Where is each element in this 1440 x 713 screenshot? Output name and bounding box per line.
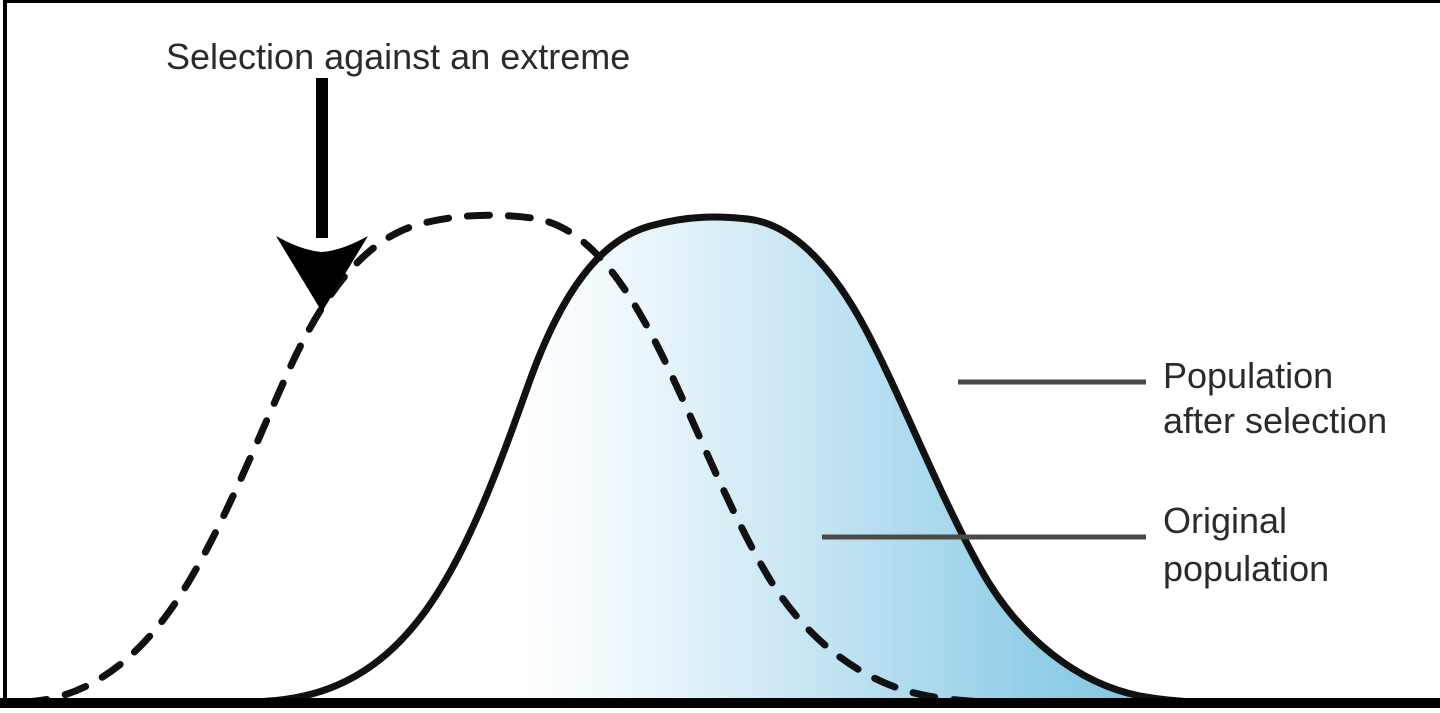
selection-arrow	[276, 78, 368, 312]
baseline-axis	[0, 698, 1440, 708]
population-after-selection-curve	[241, 213, 1269, 706]
selection-arrow-head	[276, 236, 368, 312]
label-original-population: Original population	[1163, 500, 1329, 589]
label-population-after-selection-line2: after selection	[1163, 400, 1387, 441]
label-population-after-selection-line1: Population	[1163, 355, 1333, 396]
population-after-selection-area	[245, 216, 1265, 703]
frame-top-border	[3, 0, 1440, 3]
label-original-population-line2: population	[1163, 548, 1329, 589]
label-original-population-line1: Original	[1163, 500, 1287, 541]
selection-arrow-label: Selection against an extreme	[166, 36, 630, 77]
original-population-curve	[21, 211, 1054, 706]
label-population-after-selection: Population after selection	[1163, 355, 1387, 441]
frame-left-border	[3, 0, 7, 703]
selection-arrow-shaft	[316, 78, 328, 238]
